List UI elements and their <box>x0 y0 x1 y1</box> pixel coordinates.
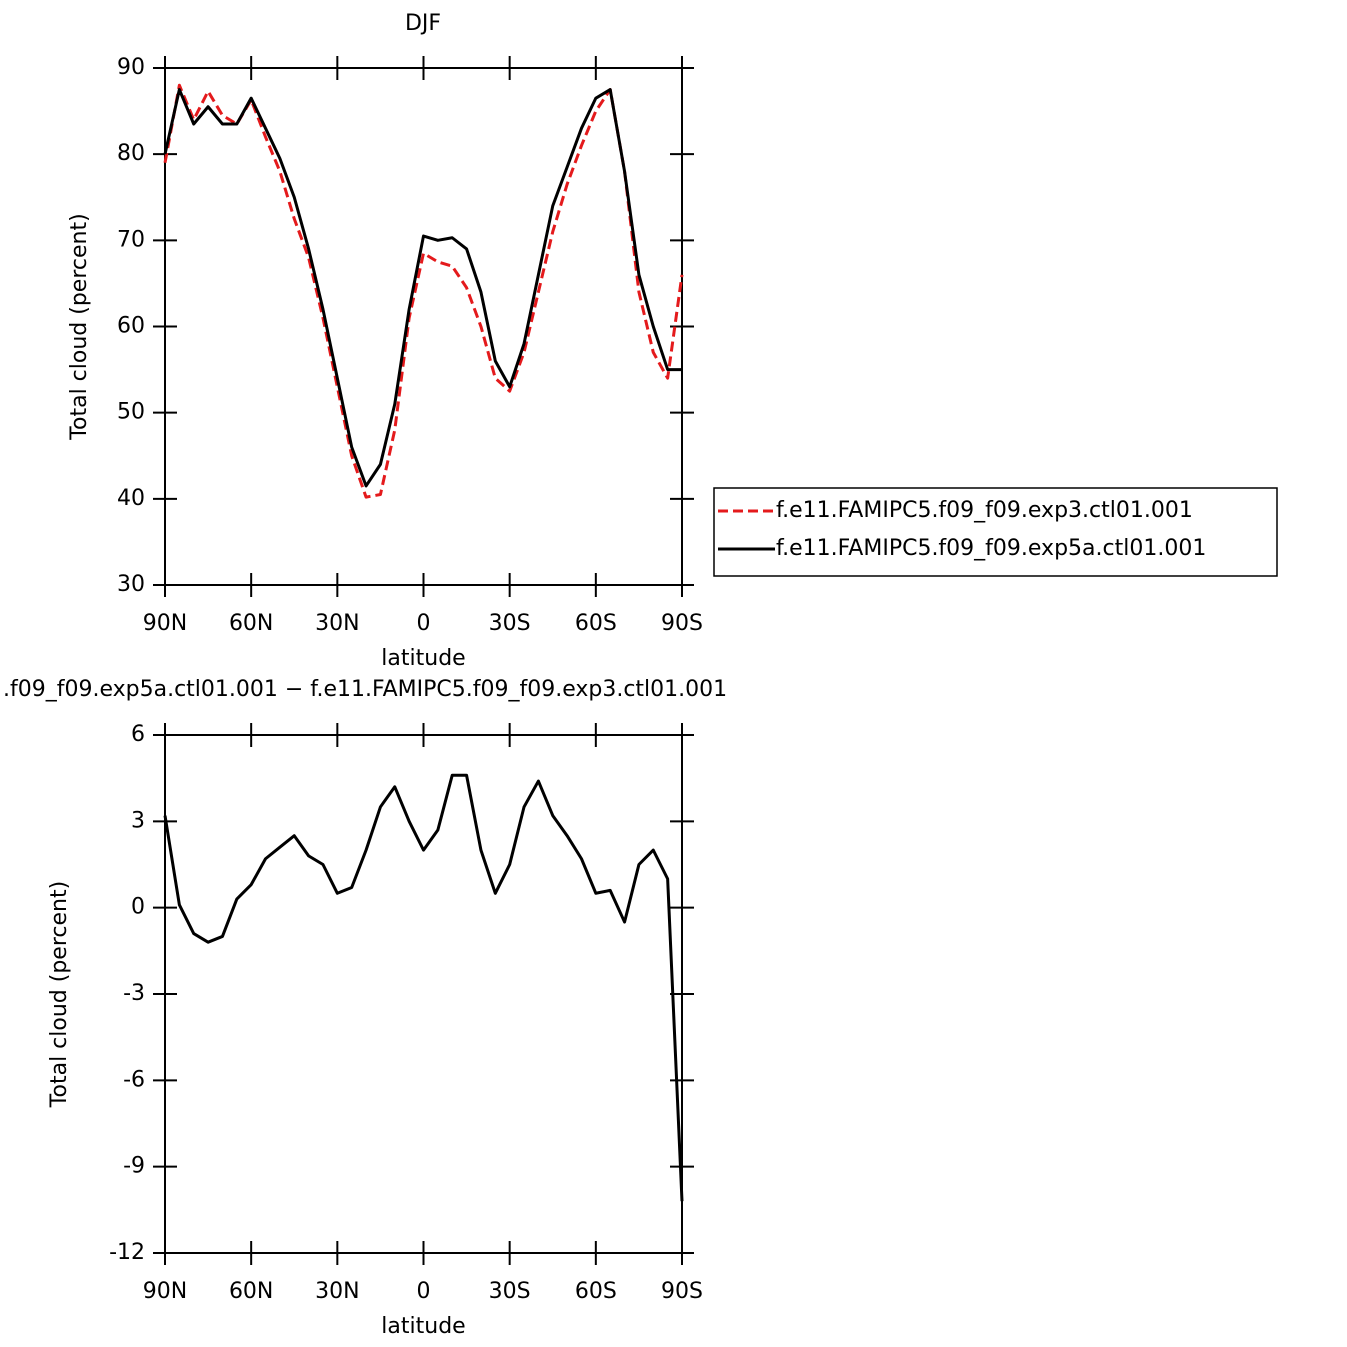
y-axis-label: Total cloud (percent) <box>67 213 92 440</box>
y-tick-label: -12 <box>109 1240 145 1265</box>
x-axis-label: latitude <box>381 646 465 671</box>
x-tick-label: 60S <box>575 1279 617 1304</box>
y-tick-label: 30 <box>117 572 145 597</box>
panel: .f09_f09.exp5a.ctl01.001 − f.e11.FAMIPC5… <box>3 677 727 1339</box>
y-tick-label: 50 <box>117 400 145 425</box>
x-tick-label: 90S <box>661 611 703 636</box>
x-tick-label: 90N <box>143 611 187 636</box>
x-tick-label: 60S <box>575 611 617 636</box>
x-tick-label: 60N <box>229 611 273 636</box>
y-tick-label: 60 <box>117 314 145 339</box>
x-axis-label: latitude <box>381 1314 465 1339</box>
y-tick-label: 40 <box>117 486 145 511</box>
x-tick-label: 30N <box>315 1279 359 1304</box>
x-tick-label: 0 <box>417 1279 431 1304</box>
y-tick-label: 6 <box>131 722 145 747</box>
legend: f.e11.FAMIPC5.f09_f09.exp3.ctl01.001 f.e1… <box>713 487 1278 577</box>
y-tick-label: -3 <box>123 981 145 1006</box>
y-tick-label: 3 <box>131 808 145 833</box>
chart-title: DJF <box>405 11 441 36</box>
y-axis-label: Total cloud (percent) <box>47 881 72 1108</box>
x-tick-label: 30S <box>489 611 531 636</box>
x-tick-label: 30S <box>489 1279 531 1304</box>
y-tick-label: 0 <box>131 895 145 920</box>
plot-frame <box>164 67 683 586</box>
legend-box <box>713 487 1278 577</box>
y-tick-label: -9 <box>123 1154 145 1179</box>
y-tick-label: 70 <box>117 227 145 252</box>
series-line <box>163 88 682 488</box>
panel: DJF 30 40 50 60 70 80 90 90N 60N 30N 0 30S 60S 90S lati… <box>67 11 1278 671</box>
x-tick-label: 90N <box>143 1279 187 1304</box>
y-tick-label: 80 <box>117 141 145 166</box>
x-tick-label: 0 <box>417 611 431 636</box>
legend-label: f.e11.FAMIPC5.f09_f09.exp3.ctl01.001 <box>776 498 1193 523</box>
y-tick-label: -6 <box>123 1067 145 1092</box>
chart-title: .f09_f09.exp5a.ctl01.001 − f.e11.FAMIPC5… <box>3 677 727 702</box>
x-tick-label: 60N <box>229 1279 273 1304</box>
y-tick-label: 90 <box>117 55 145 80</box>
series-line <box>163 83 684 499</box>
series-line <box>163 773 684 1202</box>
x-tick-label: 30N <box>315 611 359 636</box>
x-tick-label: 90S <box>661 1279 703 1304</box>
legend-label: f.e11.FAMIPC5.f09_f09.exp5a.ctl01.001 <box>776 536 1206 561</box>
plot-frame <box>164 734 683 1254</box>
